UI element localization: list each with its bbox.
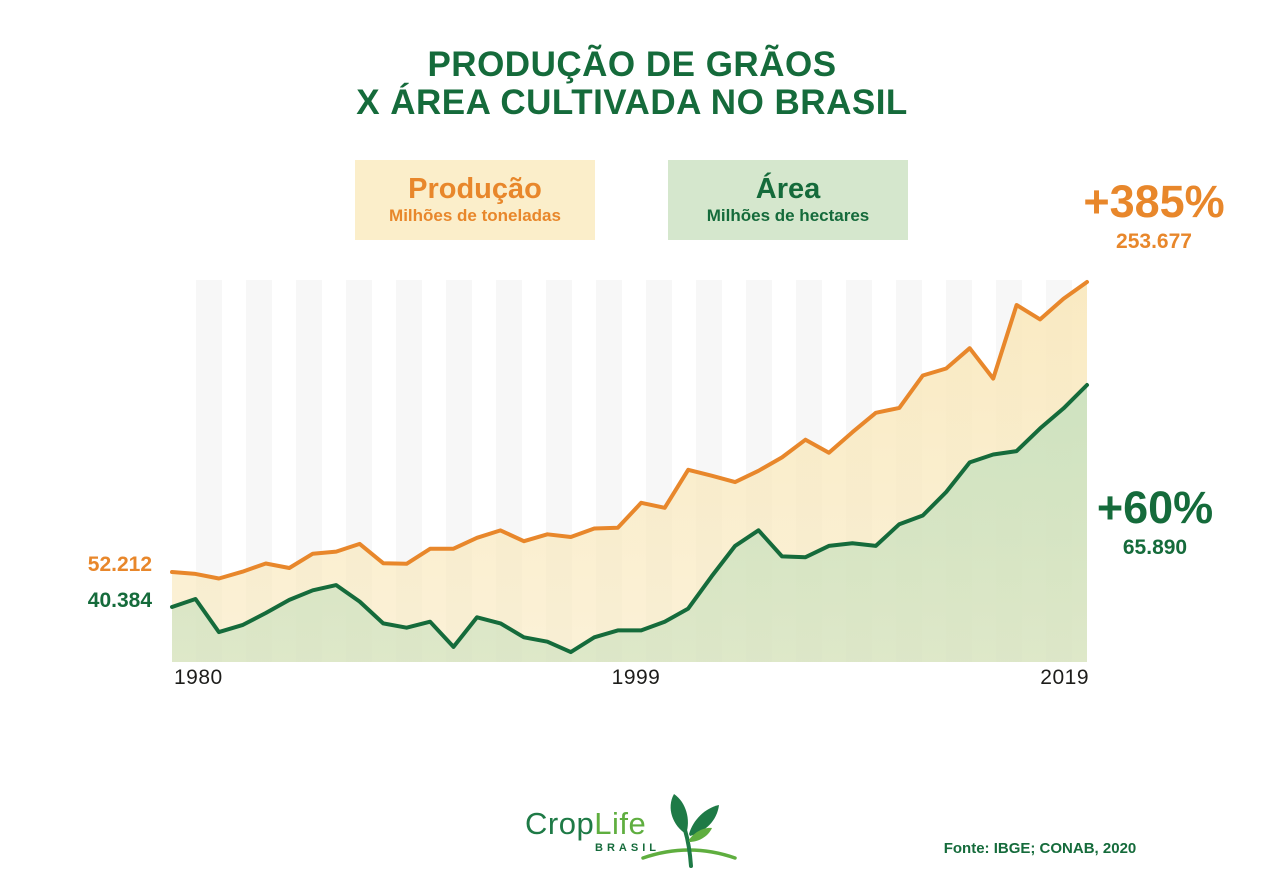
x-tick-1980: 1980: [174, 666, 223, 689]
area-chart: [170, 280, 1089, 662]
area-final-value: 65.890: [1122, 536, 1188, 559]
chart-canvas: [170, 280, 1089, 662]
producao-growth-annotation: +385% 253.677: [1068, 176, 1240, 254]
area-line: [170, 383, 1089, 655]
legend-area-label: Área: [755, 173, 821, 205]
croplife-wordmark: CropLife: [525, 808, 646, 840]
sprout-icon: [641, 794, 737, 868]
page-title-line2: X ÁREA CULTIVADA NO BRASIL: [356, 83, 908, 122]
source-note: Fonte: IBGE; CONAB, 2020: [943, 840, 1137, 857]
croplife-wordmark-crop: Crop: [525, 806, 595, 841]
area-growth-annotation: +60% 65.890: [1080, 482, 1230, 560]
legend-producao-sublabel: Milhões de toneladas: [389, 206, 561, 225]
producao-line: [170, 280, 1089, 581]
producao-final-value: 253.677: [1116, 230, 1192, 253]
area-area-fill: [172, 385, 1087, 662]
legend-area-sublabel: Milhões de hectares: [706, 206, 870, 225]
x-tick-2019: 2019: [1040, 666, 1089, 689]
page-title: PRODUÇÃO DE GRÃOS X ÁREA CULTIVADA NO BR…: [0, 46, 1264, 122]
area-growth-percent: +60%: [1096, 482, 1214, 533]
legend-producao-label: Produção: [408, 173, 542, 205]
legend-producao: Produção Milhões de toneladas: [355, 160, 595, 240]
x-tick-1999: 1999: [611, 666, 661, 689]
page-title-line1: PRODUÇÃO DE GRÃOS: [427, 45, 837, 84]
area-start-value: 40.384: [87, 589, 152, 612]
producao-start-value: 52.212: [87, 553, 152, 576]
producao-growth-percent: +385%: [1083, 176, 1225, 227]
legend-area: Área Milhões de hectares: [668, 160, 908, 240]
croplife-wordmark-brasil: BRASIL: [595, 842, 660, 854]
croplife-logo: CropLife BRASIL: [525, 794, 745, 872]
croplife-wordmark-life: Life: [594, 806, 647, 841]
